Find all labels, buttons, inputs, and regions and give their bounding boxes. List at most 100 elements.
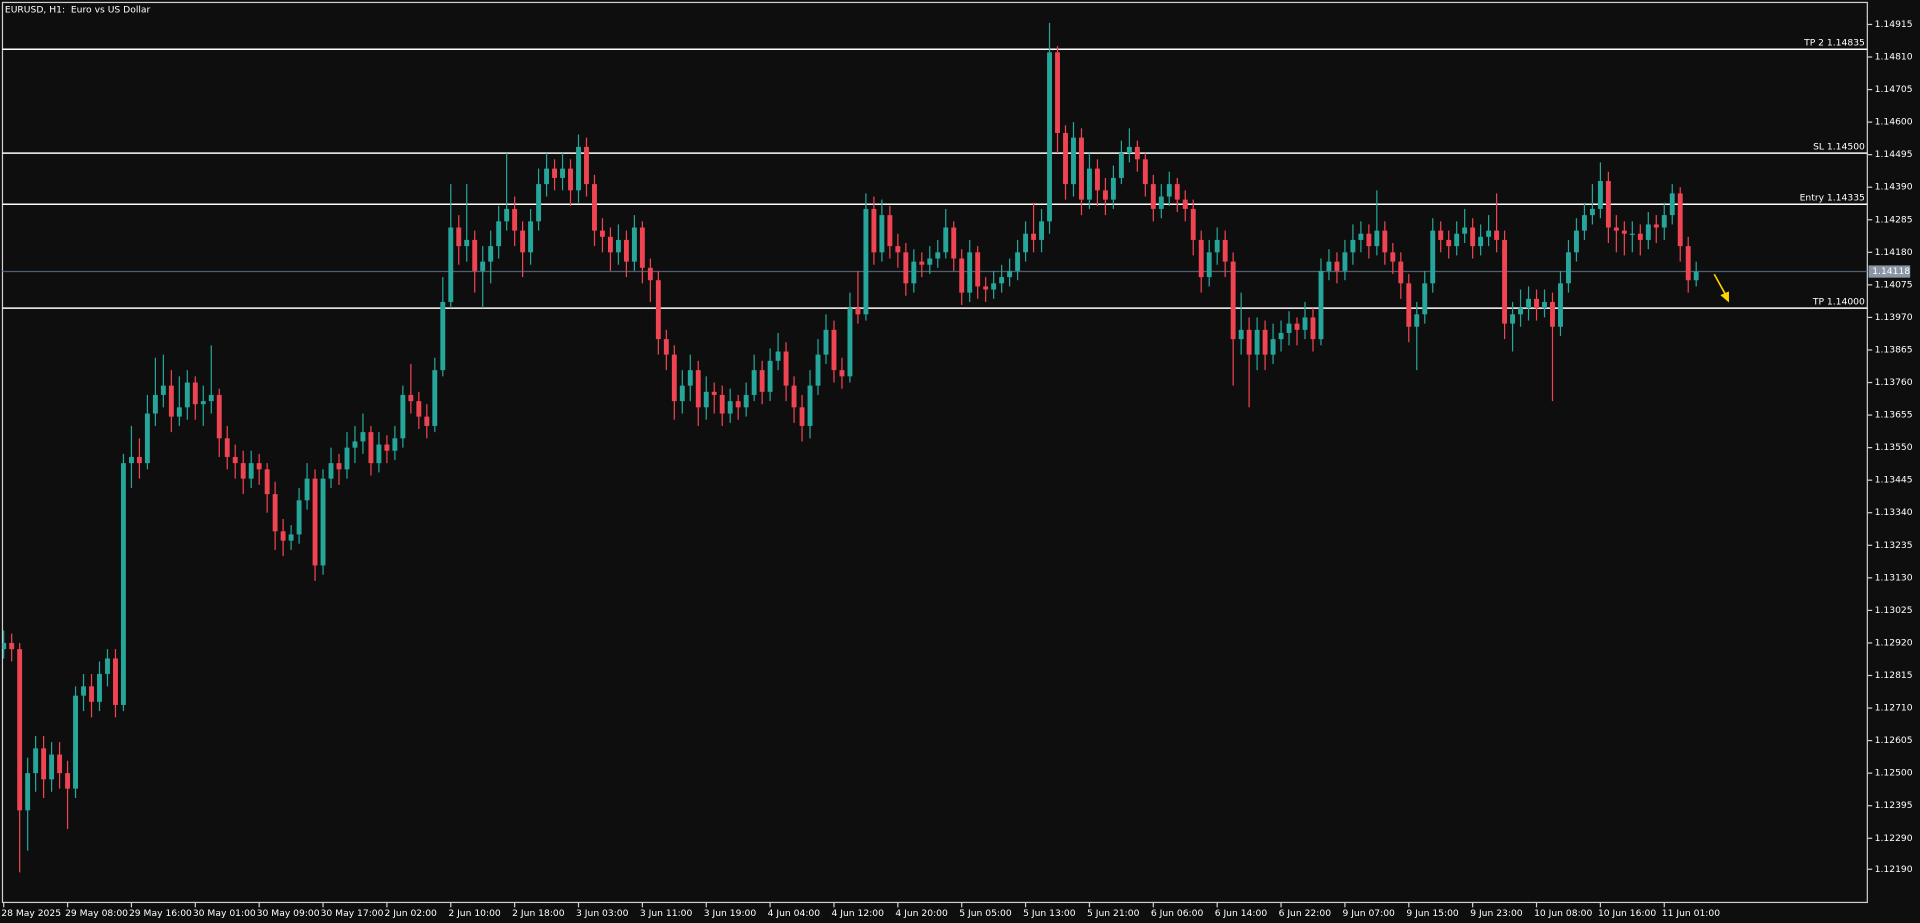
candle-body xyxy=(200,401,206,405)
candle-body xyxy=(983,286,989,290)
candle-body xyxy=(568,168,573,191)
level-label: TP 2 1.14835 xyxy=(1803,38,1865,49)
candle-body xyxy=(1238,329,1244,340)
candle-body xyxy=(408,394,414,402)
candle-body xyxy=(887,215,893,247)
candle-body xyxy=(783,351,789,386)
candle-body xyxy=(1454,233,1460,247)
candle-body xyxy=(1174,184,1180,200)
candle-body xyxy=(879,215,885,253)
candle-body xyxy=(152,394,158,414)
candle-body xyxy=(1494,230,1500,240)
candle-body xyxy=(1087,168,1092,200)
x-tick-label: 9 Jun 23:00 xyxy=(1470,908,1523,919)
x-tick-label: 4 Jun 04:00 xyxy=(768,908,821,919)
candle-body xyxy=(631,227,637,262)
candle-body xyxy=(1462,227,1468,234)
x-tick-label: 10 Jun 16:00 xyxy=(1598,908,1656,919)
y-tick-label: 1.14705 xyxy=(1875,84,1913,95)
candle-body xyxy=(1102,190,1108,200)
candle-body xyxy=(1158,196,1164,209)
candle-body xyxy=(1398,261,1404,284)
x-tick-label: 29 May 08:00 xyxy=(65,908,128,919)
candle-body xyxy=(1007,270,1013,278)
candle-body xyxy=(1286,323,1292,333)
candle-body xyxy=(1645,224,1651,240)
candle-body xyxy=(671,354,677,402)
last-price-label: 1.14118 xyxy=(1872,266,1910,277)
x-tick-label: 30 May 01:00 xyxy=(193,908,256,919)
candle-body xyxy=(120,463,126,705)
candle-body xyxy=(176,407,182,417)
candle-body xyxy=(1550,301,1555,327)
candle-body xyxy=(424,416,430,426)
candle-body xyxy=(1110,177,1116,200)
candle-body xyxy=(903,252,909,284)
candle-body xyxy=(815,354,821,386)
candle-body xyxy=(975,252,981,287)
candle-body xyxy=(296,500,302,535)
candle-body xyxy=(1023,233,1029,253)
candle-body xyxy=(384,444,390,451)
candle-body xyxy=(472,239,478,271)
x-tick-label: 29 May 16:00 xyxy=(129,908,192,919)
candle-body xyxy=(679,385,685,402)
candle-body xyxy=(448,227,454,302)
x-tick-label: 6 Jun 14:00 xyxy=(1215,908,1268,919)
candle-body xyxy=(57,754,63,774)
level-label: Entry 1.14335 xyxy=(1800,193,1865,204)
candle-body xyxy=(847,308,853,377)
candle-body xyxy=(552,168,558,178)
y-tick-label: 1.14495 xyxy=(1875,149,1913,160)
candle-body xyxy=(1629,233,1635,235)
candle-body xyxy=(480,261,486,271)
candle-body xyxy=(1326,261,1332,271)
candle-body xyxy=(352,441,358,448)
candle-body xyxy=(1055,52,1060,133)
candle-body xyxy=(1134,146,1140,160)
y-tick-label: 1.12290 xyxy=(1875,833,1913,844)
candle-body xyxy=(1518,308,1524,315)
candle-body xyxy=(639,227,645,268)
candle-body xyxy=(1094,168,1100,191)
candle-body xyxy=(991,283,997,290)
candle-body xyxy=(1318,270,1324,340)
x-tick-label: 28 May 2025 xyxy=(1,908,61,919)
candle-body xyxy=(1589,208,1595,216)
candle-body xyxy=(767,360,773,392)
candle-body xyxy=(1063,132,1068,185)
candle-body xyxy=(1669,193,1675,216)
candle-body xyxy=(1613,227,1619,231)
candle-body xyxy=(1214,239,1220,253)
candle-body xyxy=(584,146,589,185)
candle-body xyxy=(607,236,613,253)
candle-body xyxy=(25,773,31,811)
candle-body xyxy=(280,531,286,541)
candle-body xyxy=(304,478,310,501)
candle-body xyxy=(73,695,78,789)
candle-body xyxy=(1126,146,1132,154)
y-tick-label: 1.13235 xyxy=(1875,540,1913,551)
candle-body xyxy=(999,277,1005,284)
candle-body xyxy=(336,463,342,470)
candle-body xyxy=(1334,261,1340,271)
level-label: TP 1.14000 xyxy=(1812,297,1865,308)
plot-frame xyxy=(1,1,1868,904)
candle-body xyxy=(1270,339,1276,355)
y-tick-label: 1.12395 xyxy=(1875,800,1913,811)
candle-body xyxy=(456,227,462,247)
candle-body xyxy=(496,221,502,247)
candle-body xyxy=(192,382,198,405)
candle-body xyxy=(376,444,382,464)
x-tick-label: 6 Jun 22:00 xyxy=(1279,908,1332,919)
candle-body xyxy=(839,370,845,377)
candle-body xyxy=(1358,233,1364,240)
candle-body xyxy=(1166,184,1172,197)
candle-body xyxy=(320,478,326,566)
y-tick-label: 1.14075 xyxy=(1875,279,1913,290)
candle-body xyxy=(536,184,542,222)
candle-body xyxy=(1438,230,1444,240)
candle-body xyxy=(97,673,102,702)
candle-body xyxy=(863,208,869,315)
